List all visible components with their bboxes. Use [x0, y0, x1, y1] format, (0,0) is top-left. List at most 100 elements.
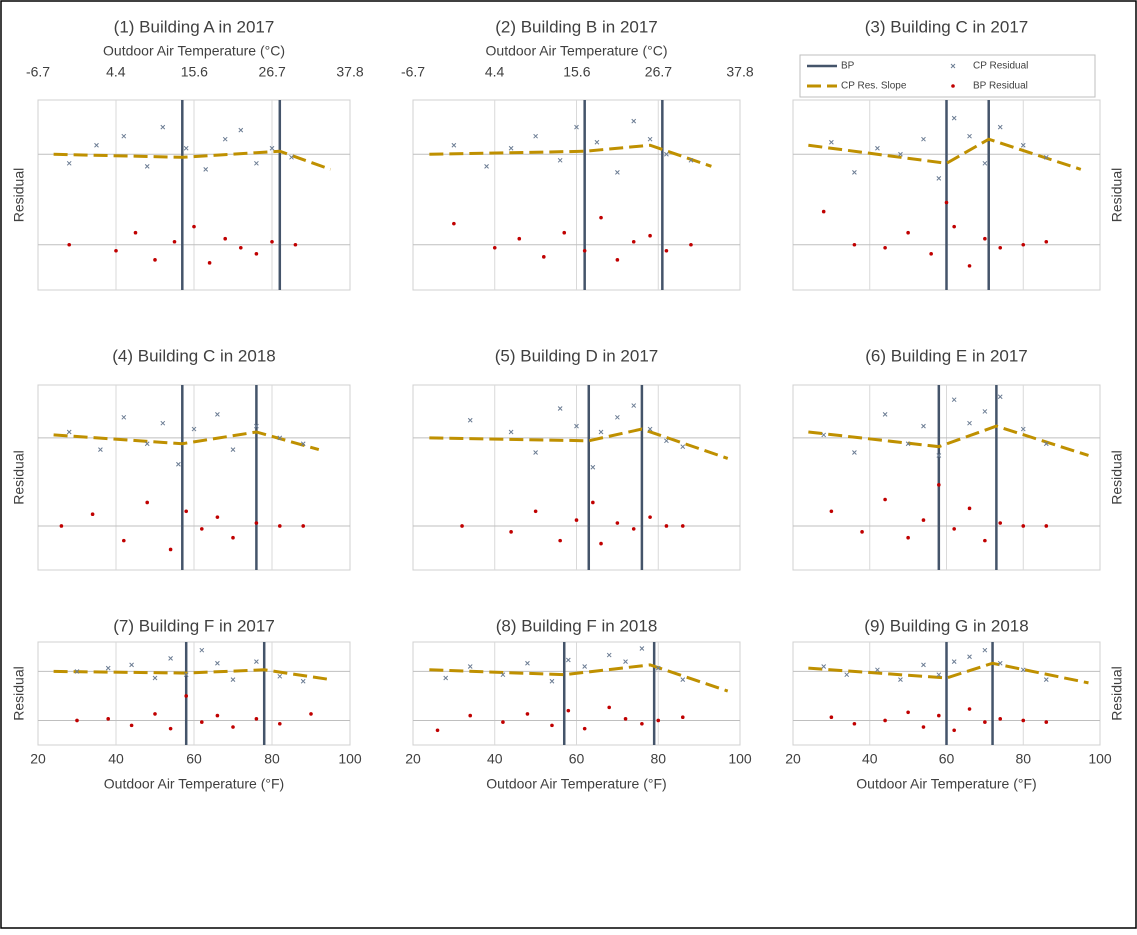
x2-axis-label: Outdoor Air Temperature (°C) — [486, 43, 668, 59]
slope-line — [53, 430, 320, 452]
cp-residual — [936, 453, 942, 458]
cp-residual — [176, 461, 181, 467]
cp-residual — [852, 170, 857, 175]
cp-residual — [277, 435, 283, 441]
bp-residual — [254, 717, 259, 721]
bp-residual — [983, 720, 987, 724]
bp-residual — [254, 521, 259, 525]
cp-residual — [549, 678, 555, 684]
bp-residual — [852, 721, 857, 726]
bp-residual — [615, 258, 620, 262]
bp-residual — [452, 221, 456, 226]
slope-line — [808, 137, 1082, 171]
bp-residual — [566, 708, 571, 713]
bp-residual — [952, 224, 956, 229]
cp-residual — [525, 660, 530, 666]
bp-residual — [998, 717, 1003, 721]
y-axis-label: Residual — [11, 168, 27, 222]
cp-residual — [484, 163, 489, 169]
slope-line — [808, 424, 1089, 457]
bp-residual — [1044, 524, 1049, 528]
x-tick-label: 40 — [862, 751, 878, 767]
x-tick-label: 60 — [186, 751, 202, 767]
bp-residual — [542, 255, 546, 259]
bp-residual — [937, 713, 941, 718]
cp-residual — [300, 441, 306, 447]
x2-tick-label: -6.7 — [401, 64, 425, 80]
bp-residual — [944, 200, 949, 205]
cp-residual — [664, 438, 669, 444]
slope-line — [53, 149, 332, 171]
cp-residual — [921, 662, 926, 668]
bp-residual — [607, 705, 611, 710]
cp-residual — [451, 142, 457, 148]
cp-residual — [1020, 426, 1026, 432]
cp-residual — [144, 163, 150, 169]
bp-residual — [168, 726, 173, 731]
cp-residual — [574, 124, 579, 130]
cp-residual — [66, 160, 72, 166]
cp-residual — [631, 118, 637, 124]
cp-residual — [655, 665, 661, 671]
x-tick-label: 100 — [1088, 751, 1112, 767]
legend-label: CP Res. Slope — [841, 81, 907, 92]
cp-residual — [623, 659, 628, 664]
bp-residual — [1044, 720, 1049, 724]
panel-title: (7) Building F in 2017 — [113, 616, 275, 635]
cp-residual — [230, 677, 236, 682]
bp-residual — [906, 535, 910, 540]
bp-residual — [207, 261, 212, 265]
cp-residual — [533, 450, 538, 455]
x-tick-label: 80 — [1015, 751, 1031, 767]
panel-title: (3) Building C in 2017 — [865, 17, 1028, 36]
x2-tick-label: 37.8 — [336, 64, 363, 80]
cp-residual — [129, 662, 134, 668]
slope-line — [429, 427, 729, 460]
bp-residual — [270, 239, 274, 244]
x-tick-label: 40 — [487, 751, 503, 767]
panel-title: (6) Building E in 2017 — [865, 346, 1028, 365]
cp-residual — [191, 426, 197, 432]
bp-residual — [921, 518, 926, 522]
cp-residual — [680, 677, 686, 682]
cp-residual — [160, 124, 166, 130]
bp-residual — [599, 215, 603, 220]
x-tick-label: 80 — [650, 751, 666, 767]
bp-residual — [184, 509, 188, 514]
cp-residual — [639, 646, 645, 651]
bp-residual — [852, 242, 857, 247]
bp-residual — [967, 707, 972, 711]
bp-residual — [967, 264, 972, 268]
x-tick-label: 20 — [405, 751, 421, 767]
bp-residual — [153, 258, 157, 262]
bp-residual — [591, 500, 595, 505]
cp-residual — [680, 444, 686, 450]
cp-residual — [66, 429, 72, 435]
cp-residual — [94, 142, 99, 148]
cp-residual — [898, 677, 903, 682]
cp-residual — [289, 154, 294, 160]
bp-residual — [90, 512, 95, 517]
bp-residual — [67, 242, 71, 247]
cp-residual — [467, 664, 473, 669]
x2-tick-label: 4.4 — [485, 64, 505, 80]
legend-swatch — [950, 63, 956, 69]
bp-residual — [860, 530, 864, 534]
panel-title: (4) Building C in 2018 — [112, 346, 275, 365]
legend-label: BP Residual — [973, 81, 1028, 92]
bp-residual — [983, 538, 987, 543]
bp-residual — [278, 721, 282, 726]
cp-residual — [254, 160, 259, 166]
bp-residual — [231, 725, 235, 729]
cp-residual — [533, 133, 538, 139]
bp-residual — [517, 236, 522, 241]
cp-residual — [982, 409, 988, 414]
cp-residual — [875, 145, 880, 151]
slope-line — [808, 661, 1089, 685]
cp-residual — [443, 675, 449, 681]
bp-residual — [533, 509, 538, 514]
bp-residual — [631, 527, 636, 531]
cp-residual — [821, 432, 827, 438]
cp-residual — [98, 447, 103, 452]
